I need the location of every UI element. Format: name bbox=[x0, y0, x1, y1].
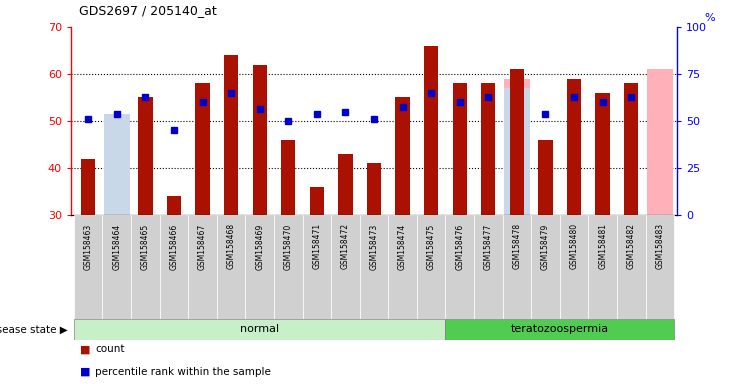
Bar bbox=[167, 196, 181, 215]
Bar bbox=[224, 55, 239, 215]
Bar bbox=[74, 319, 446, 340]
Bar bbox=[595, 93, 610, 215]
Text: ■: ■ bbox=[80, 367, 91, 377]
Text: GSM158478: GSM158478 bbox=[512, 223, 521, 270]
Bar bbox=[131, 215, 159, 319]
Bar bbox=[617, 215, 646, 319]
Bar bbox=[74, 215, 102, 319]
Bar bbox=[446, 319, 674, 340]
Bar bbox=[417, 215, 446, 319]
Bar bbox=[281, 140, 295, 215]
Bar bbox=[589, 215, 617, 319]
Text: GSM158479: GSM158479 bbox=[541, 223, 550, 270]
Bar bbox=[367, 163, 381, 215]
Bar bbox=[453, 83, 467, 215]
Text: GSM158481: GSM158481 bbox=[598, 223, 607, 269]
Bar bbox=[338, 154, 352, 215]
Bar bbox=[560, 215, 589, 319]
Bar bbox=[474, 215, 503, 319]
Bar bbox=[531, 215, 560, 319]
Text: GSM158475: GSM158475 bbox=[426, 223, 435, 270]
Bar bbox=[646, 215, 674, 319]
Text: percentile rank within the sample: percentile rank within the sample bbox=[95, 367, 271, 377]
Bar bbox=[245, 215, 274, 319]
Text: GSM158470: GSM158470 bbox=[283, 223, 292, 270]
Bar bbox=[446, 215, 474, 319]
Text: GSM158463: GSM158463 bbox=[84, 223, 93, 270]
Bar bbox=[388, 215, 417, 319]
Text: GSM158466: GSM158466 bbox=[170, 223, 179, 270]
Bar bbox=[104, 154, 129, 215]
Bar bbox=[567, 79, 581, 215]
Bar bbox=[624, 83, 638, 215]
Text: GSM158483: GSM158483 bbox=[655, 223, 664, 270]
Bar bbox=[102, 215, 131, 319]
Bar bbox=[503, 215, 531, 319]
Text: teratozoospermia: teratozoospermia bbox=[511, 324, 609, 334]
Text: GSM158477: GSM158477 bbox=[484, 223, 493, 270]
Bar bbox=[302, 215, 331, 319]
Bar bbox=[310, 187, 324, 215]
Bar bbox=[188, 215, 217, 319]
Bar bbox=[104, 114, 129, 215]
Bar bbox=[360, 215, 388, 319]
Bar bbox=[331, 215, 360, 319]
Bar bbox=[81, 159, 95, 215]
Text: GSM158471: GSM158471 bbox=[313, 223, 322, 270]
Bar bbox=[424, 46, 438, 215]
Bar bbox=[539, 140, 553, 215]
Bar bbox=[195, 83, 209, 215]
Bar bbox=[138, 98, 153, 215]
Text: disease state ▶: disease state ▶ bbox=[0, 324, 67, 334]
Bar bbox=[504, 88, 530, 215]
Text: normal: normal bbox=[240, 324, 279, 334]
Text: GSM158468: GSM158468 bbox=[227, 223, 236, 270]
Bar bbox=[504, 79, 530, 215]
Text: GSM158474: GSM158474 bbox=[398, 223, 407, 270]
Text: GSM158467: GSM158467 bbox=[198, 223, 207, 270]
Text: count: count bbox=[95, 344, 124, 354]
Text: ■: ■ bbox=[80, 344, 91, 354]
Bar bbox=[274, 215, 302, 319]
Text: GSM158465: GSM158465 bbox=[141, 223, 150, 270]
Text: GDS2697 / 205140_at: GDS2697 / 205140_at bbox=[79, 4, 216, 17]
Text: GSM158473: GSM158473 bbox=[370, 223, 378, 270]
Text: GSM158482: GSM158482 bbox=[627, 223, 636, 269]
Text: GSM158480: GSM158480 bbox=[569, 223, 578, 270]
Text: %: % bbox=[704, 13, 715, 23]
Text: GSM158472: GSM158472 bbox=[341, 223, 350, 270]
Text: GSM158469: GSM158469 bbox=[255, 223, 264, 270]
Bar bbox=[159, 215, 188, 319]
Bar bbox=[647, 69, 672, 215]
Bar bbox=[253, 65, 267, 215]
Text: GSM158464: GSM158464 bbox=[112, 223, 121, 270]
Bar bbox=[509, 69, 524, 215]
Text: GSM158476: GSM158476 bbox=[456, 223, 465, 270]
Bar bbox=[481, 83, 495, 215]
Bar bbox=[396, 98, 410, 215]
Bar bbox=[217, 215, 245, 319]
